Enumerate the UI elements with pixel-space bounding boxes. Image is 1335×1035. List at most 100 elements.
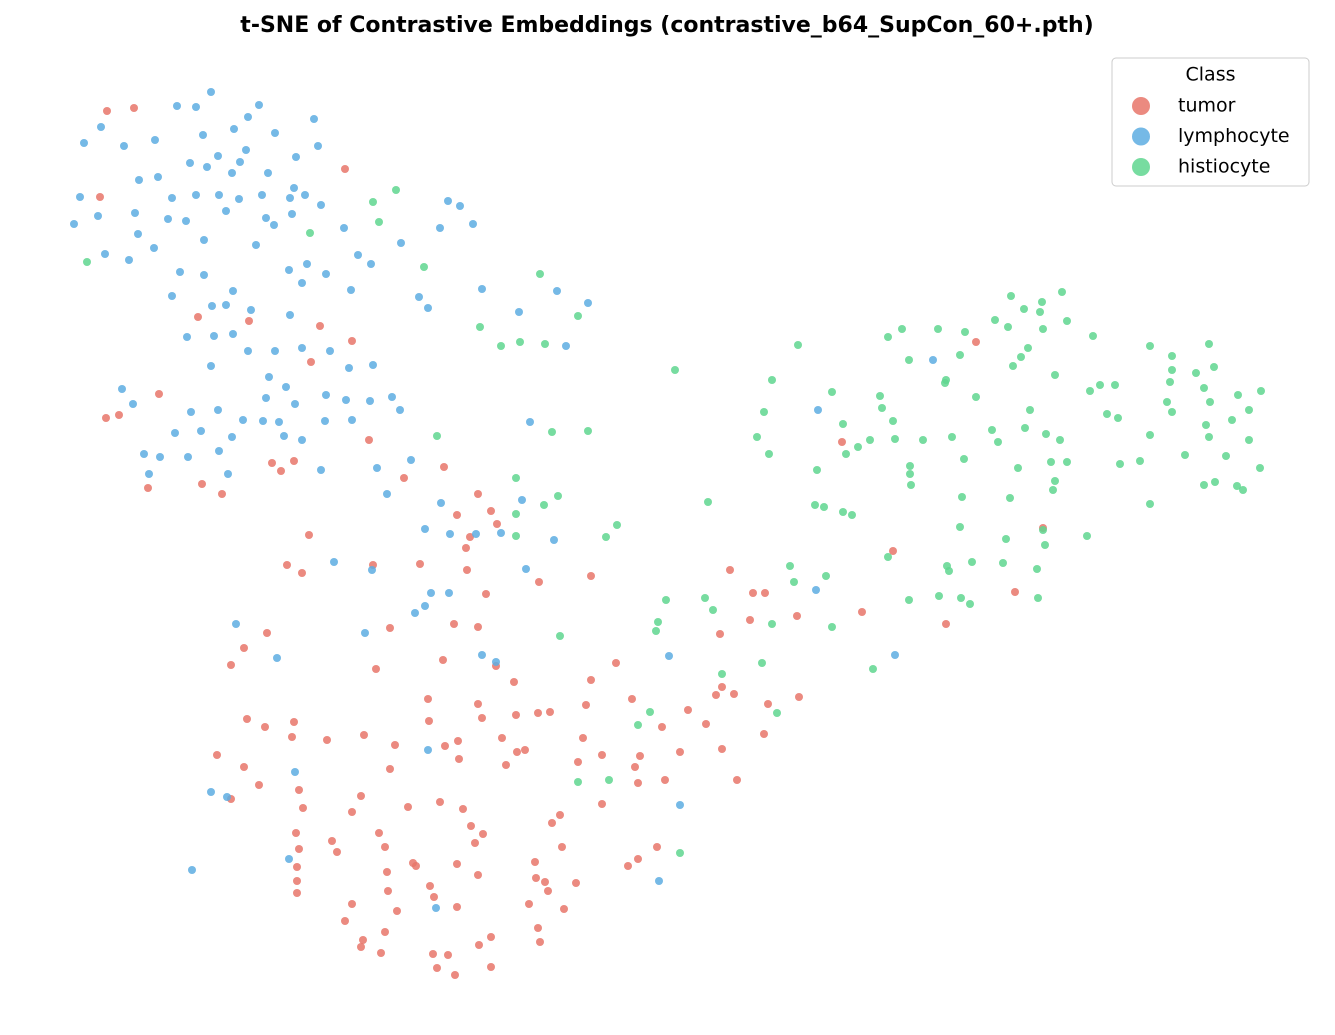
point <box>536 938 544 946</box>
point <box>194 313 202 321</box>
point <box>224 470 232 478</box>
point <box>97 123 105 131</box>
point <box>244 113 252 121</box>
point <box>884 553 892 561</box>
point <box>293 877 301 885</box>
point <box>199 131 207 139</box>
point <box>295 786 303 794</box>
point <box>1063 458 1071 466</box>
point <box>347 286 355 294</box>
series <box>96 104 1047 979</box>
point <box>275 418 283 426</box>
point <box>765 450 773 458</box>
legend-label: tumor <box>1178 95 1236 117</box>
point <box>436 224 444 232</box>
point <box>550 536 558 544</box>
point <box>535 578 543 586</box>
point <box>426 882 434 890</box>
point <box>556 632 564 640</box>
point <box>247 306 255 314</box>
point <box>884 333 892 341</box>
point <box>760 408 768 416</box>
point <box>820 503 828 511</box>
point <box>298 436 306 444</box>
point <box>456 202 464 210</box>
point <box>131 209 139 217</box>
point <box>386 624 394 632</box>
point <box>391 741 399 749</box>
point <box>960 455 968 463</box>
point <box>369 361 377 369</box>
point <box>354 251 362 259</box>
point <box>749 589 757 597</box>
point <box>240 763 248 771</box>
point <box>1146 342 1154 350</box>
point <box>1245 406 1253 414</box>
point <box>286 311 294 319</box>
point <box>467 822 475 830</box>
point <box>1205 433 1213 441</box>
point <box>646 708 654 716</box>
point <box>469 220 477 228</box>
point <box>536 270 544 278</box>
point <box>795 693 803 701</box>
point <box>1009 362 1017 370</box>
point <box>628 695 636 703</box>
point <box>889 417 897 425</box>
point <box>726 566 734 574</box>
point <box>377 949 385 957</box>
point <box>360 731 368 739</box>
point <box>598 751 606 759</box>
point <box>758 659 766 667</box>
point <box>631 763 639 771</box>
point <box>1036 308 1044 316</box>
point <box>264 169 272 177</box>
point <box>602 533 610 541</box>
point <box>184 453 192 461</box>
point <box>466 533 474 541</box>
point <box>268 459 276 467</box>
point <box>942 620 950 628</box>
point <box>869 665 877 673</box>
series <box>83 186 1265 857</box>
point <box>230 125 238 133</box>
point <box>156 453 164 461</box>
point <box>478 714 486 722</box>
point <box>176 268 184 276</box>
point <box>991 316 999 324</box>
point <box>367 260 375 268</box>
point <box>574 758 582 766</box>
point <box>450 620 458 628</box>
point <box>574 778 582 786</box>
point <box>487 507 495 515</box>
point <box>381 928 389 936</box>
point <box>906 470 914 478</box>
point <box>1192 369 1200 377</box>
legend-label: histiocyte <box>1178 156 1270 178</box>
point <box>314 142 322 150</box>
point <box>369 198 377 206</box>
point <box>453 511 461 519</box>
point <box>290 184 298 192</box>
point <box>292 153 300 161</box>
point <box>541 878 549 886</box>
point <box>701 594 709 602</box>
point <box>839 508 847 516</box>
point <box>1038 298 1046 306</box>
point <box>440 463 448 471</box>
point <box>326 347 334 355</box>
point <box>518 496 526 504</box>
point <box>898 325 906 333</box>
point <box>655 877 663 885</box>
point <box>348 337 356 345</box>
point <box>333 848 341 856</box>
point <box>521 746 529 754</box>
point <box>584 299 592 307</box>
point <box>1111 381 1119 389</box>
point <box>1166 378 1174 386</box>
point <box>455 755 463 763</box>
point <box>515 308 523 316</box>
point <box>373 464 381 472</box>
point <box>498 734 506 742</box>
point <box>375 829 383 837</box>
